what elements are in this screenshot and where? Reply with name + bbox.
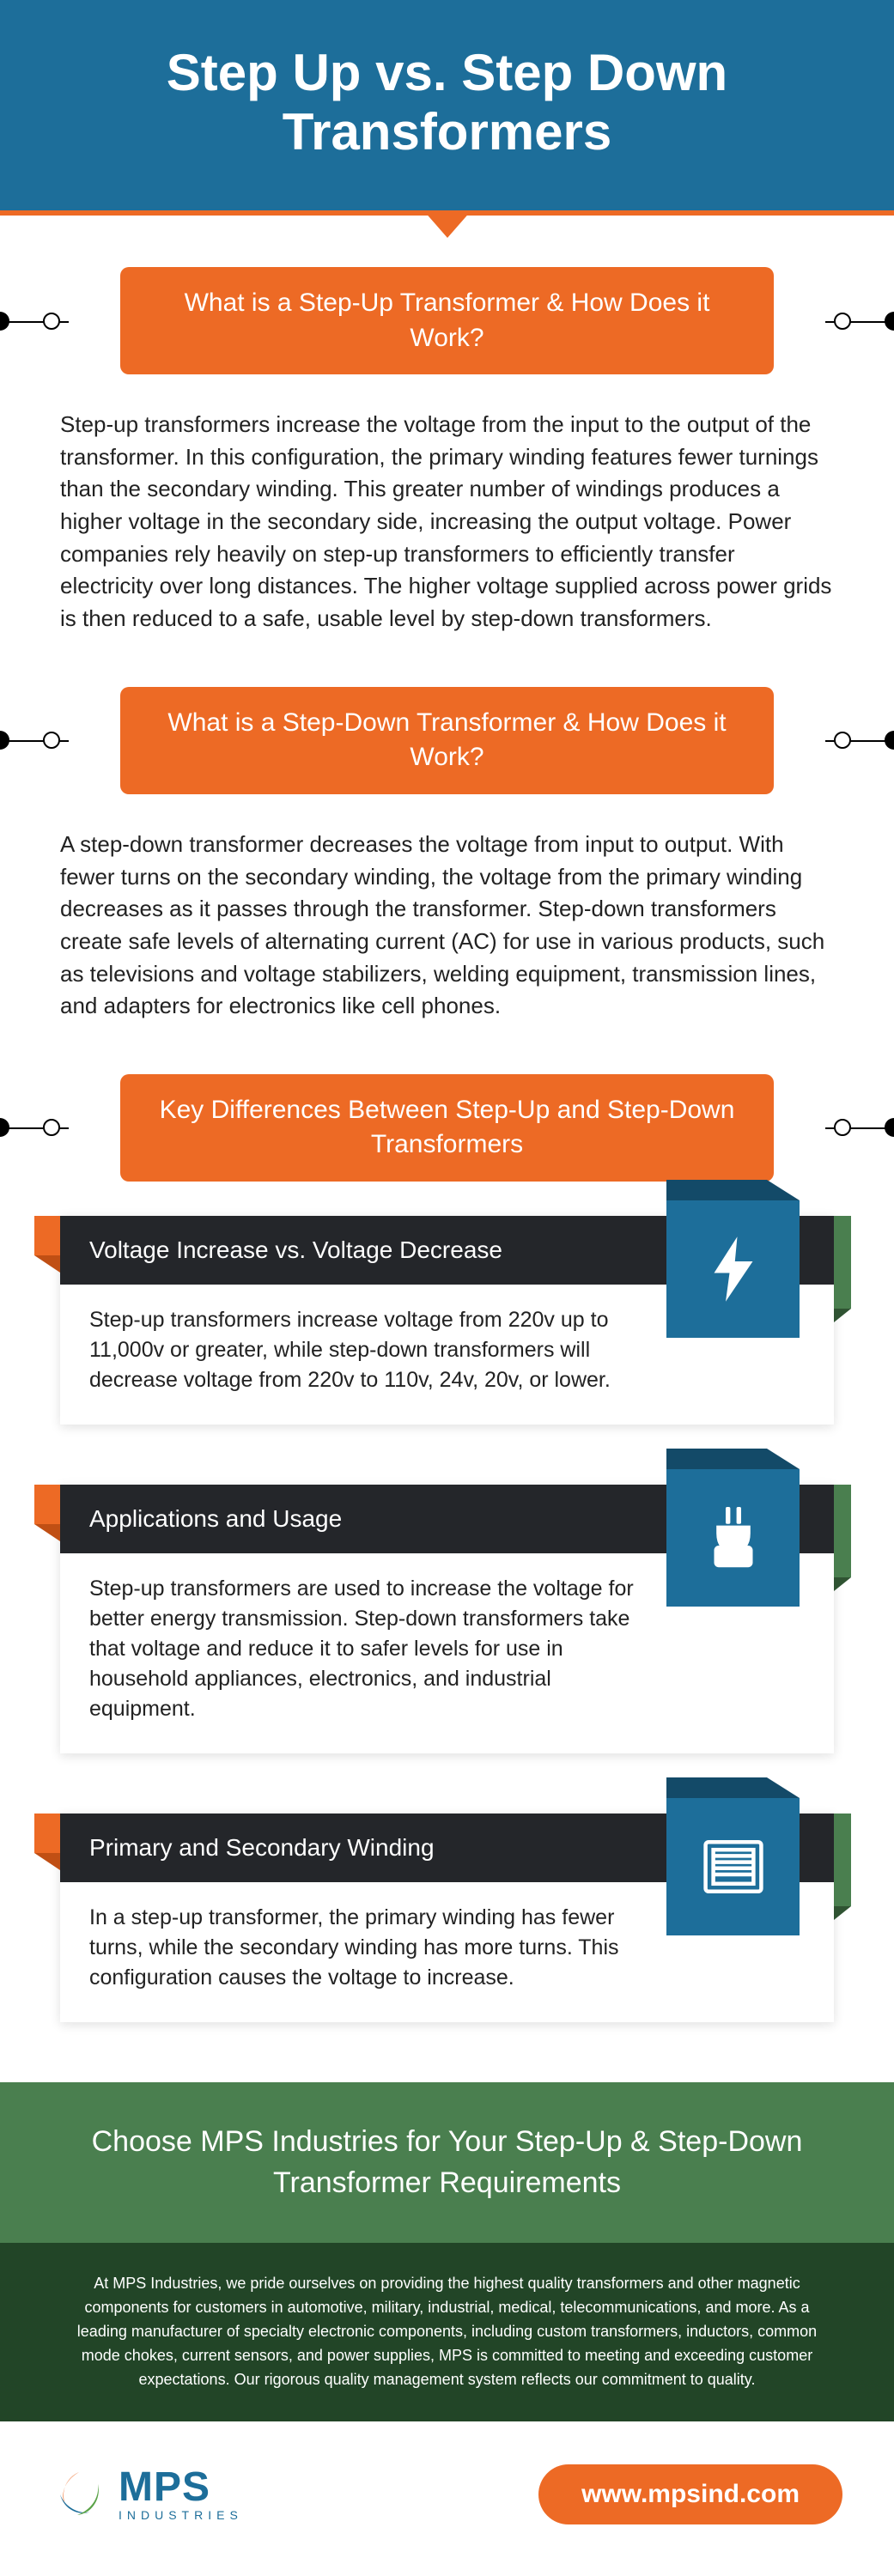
card-tab-right xyxy=(834,1216,851,1309)
cta-body-band: At MPS Industries, we pride ourselves on… xyxy=(0,2243,894,2421)
section-heading: What is a Step-Down Transformer & How Do… xyxy=(120,687,774,794)
bolt-icon xyxy=(666,1200,800,1338)
info-card: Voltage Increase vs. Voltage Decrease St… xyxy=(60,1216,834,1425)
logo-mark-icon xyxy=(52,2467,106,2522)
plug-icon xyxy=(666,1469,800,1607)
cta-title-band: Choose MPS Industries for Your Step-Up &… xyxy=(0,2082,894,2243)
accent-strip xyxy=(0,210,894,216)
card-tab-right xyxy=(834,1814,851,1906)
card-tab-left xyxy=(34,1216,60,1255)
info-card: Primary and Secondary Winding In a step-… xyxy=(60,1814,834,2022)
header-band: Step Up vs. Step Down Transformers xyxy=(0,0,894,213)
logo-subtitle: INDUSTRIES xyxy=(119,2508,243,2522)
footer: MPS INDUSTRIES www.mpsind.com xyxy=(0,2421,894,2576)
info-card: Applications and Usage Step-up transform… xyxy=(60,1485,834,1753)
company-logo: MPS INDUSTRIES xyxy=(52,2467,243,2522)
logo-name: MPS xyxy=(119,2467,243,2508)
section-heading: Key Differences Between Step-Up and Step… xyxy=(120,1074,774,1182)
section-heading-block: What is a Step-Up Transformer & How Does… xyxy=(52,267,842,374)
infographic-page: Step Up vs. Step Down Transformers What … xyxy=(0,0,894,2576)
section-heading: What is a Step-Up Transformer & How Does… xyxy=(120,267,774,374)
website-url[interactable]: www.mpsind.com xyxy=(538,2464,842,2524)
section-heading-block: Key Differences Between Step-Up and Step… xyxy=(52,1074,842,1182)
cards-container: Voltage Increase vs. Voltage Decrease St… xyxy=(52,1216,842,2022)
section-body: A step-down transformer decreases the vo… xyxy=(60,829,834,1023)
content-area: What is a Step-Up Transformer & How Does… xyxy=(0,216,894,2022)
coil-icon xyxy=(666,1798,800,1935)
card-tab-right xyxy=(834,1485,851,1577)
card-tab-left xyxy=(34,1485,60,1524)
notch-icon xyxy=(423,210,471,238)
logo-text: MPS INDUSTRIES xyxy=(119,2467,243,2522)
page-title: Step Up vs. Step Down Transformers xyxy=(34,43,860,161)
card-tab-left xyxy=(34,1814,60,1853)
section-body: Step-up transformers increase the voltag… xyxy=(60,409,834,635)
section-heading-block: What is a Step-Down Transformer & How Do… xyxy=(52,687,842,794)
